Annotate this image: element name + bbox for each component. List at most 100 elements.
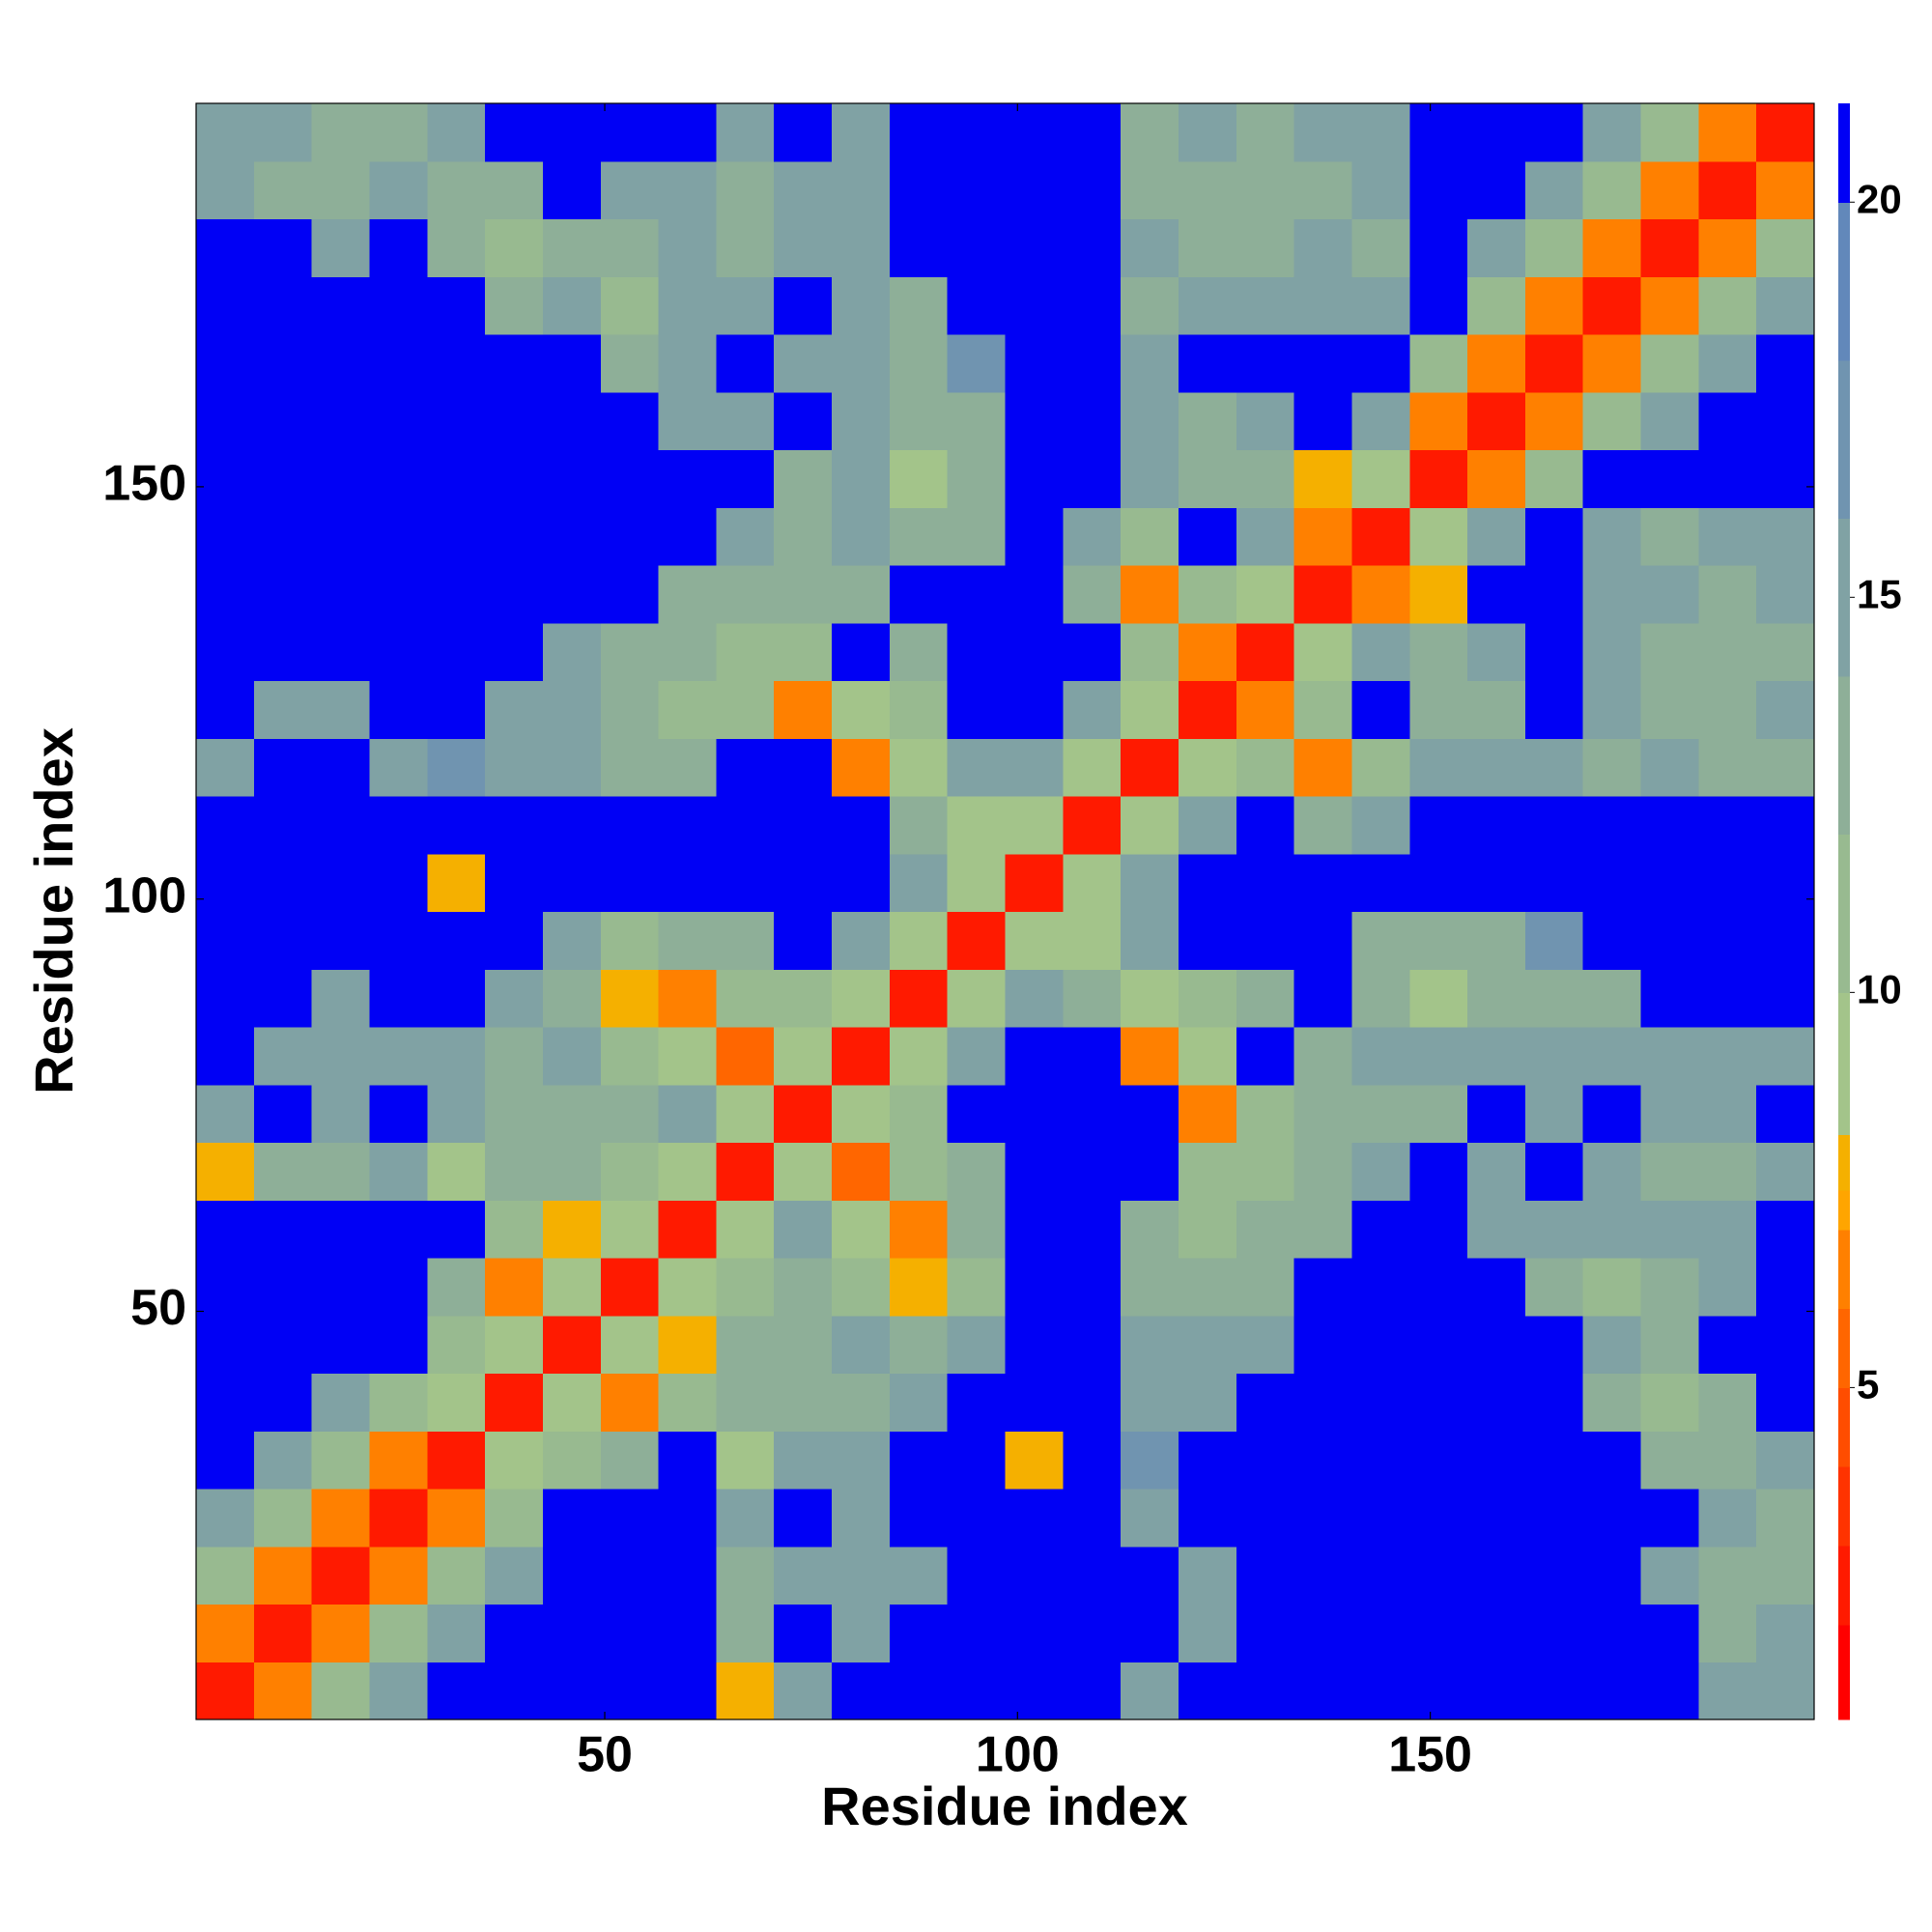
- heatmap-cell: [658, 1489, 717, 1548]
- heatmap-cell: [311, 334, 371, 393]
- heatmap-cell: [253, 738, 313, 797]
- heatmap-cell: [1467, 160, 1526, 220]
- heatmap-cell: [1005, 507, 1064, 566]
- heatmap-cell: [1698, 969, 1757, 1028]
- heatmap-cell: [1582, 449, 1642, 508]
- heatmap-cell: [253, 160, 313, 220]
- heatmap-cell: [1236, 334, 1295, 393]
- heatmap-cell: [196, 1027, 255, 1086]
- heatmap-cell: [947, 391, 1007, 451]
- heatmap-cell: [774, 391, 833, 451]
- heatmap-cell: [889, 622, 949, 682]
- heatmap-cell: [947, 507, 1007, 566]
- heatmap-cell: [658, 1142, 717, 1201]
- heatmap-cell: [427, 1258, 486, 1317]
- heatmap-cell: [1582, 1027, 1642, 1086]
- heatmap-cell: [600, 1200, 660, 1259]
- heatmap-cell: [889, 1546, 949, 1605]
- heatmap-cell: [832, 1604, 891, 1662]
- heatmap-cell: [485, 1431, 544, 1490]
- heatmap-cell: [774, 449, 833, 508]
- heatmap-cell: [427, 969, 486, 1028]
- heatmap-cell: [1524, 1662, 1584, 1720]
- heatmap-cell: [1640, 1084, 1699, 1144]
- heatmap-cell: [485, 103, 544, 162]
- heatmap-cell: [196, 680, 255, 739]
- heatmap-cell: [832, 276, 891, 335]
- heatmap-cell: [1005, 160, 1064, 220]
- heatmap-cell: [1236, 853, 1295, 913]
- heatmap-cell: [1236, 1200, 1295, 1259]
- heatmap-cell: [369, 1315, 428, 1375]
- heatmap-cell: [1351, 1027, 1410, 1086]
- heatmap-cell: [1524, 622, 1584, 682]
- heatmap-cell: [1236, 969, 1295, 1028]
- heatmap-cell: [600, 103, 660, 162]
- heatmap-cell: [485, 1489, 544, 1548]
- heatmap-cell: [542, 1142, 602, 1201]
- heatmap-cell: [1756, 565, 1815, 624]
- heatmap-cell: [1582, 1084, 1642, 1144]
- heatmap-cell: [485, 1546, 544, 1605]
- heatmap-cell: [1756, 449, 1815, 508]
- heatmap-cell: [832, 449, 891, 508]
- heatmap-cell: [196, 334, 255, 393]
- heatmap-cell: [1293, 1662, 1353, 1720]
- heatmap-cell: [253, 911, 313, 970]
- heatmap-cell: [1756, 218, 1815, 277]
- heatmap-cell: [1409, 1489, 1468, 1548]
- heatmap-cell: [1236, 1027, 1295, 1086]
- heatmap-cell: [1756, 1431, 1815, 1490]
- heatmap-cell: [1582, 1258, 1642, 1317]
- heatmap-cell: [485, 853, 544, 913]
- heatmap-cell: [542, 1431, 602, 1490]
- heatmap-cell: [889, 796, 949, 855]
- heatmap-cell: [1698, 565, 1757, 624]
- colorbar-band: [1838, 1134, 1850, 1191]
- heatmap-cell: [1698, 218, 1757, 277]
- heatmap-cell: [832, 911, 891, 970]
- heatmap-cell: [369, 969, 428, 1028]
- heatmap-cell: [1236, 1084, 1295, 1144]
- heatmap-cell: [1640, 796, 1699, 855]
- heatmap-cell: [311, 969, 371, 1028]
- heatmap-cell: [1524, 1315, 1584, 1375]
- colorbar-band: [1838, 1189, 1850, 1231]
- heatmap-cell: [1178, 1431, 1237, 1490]
- heatmap-cell: [658, 276, 717, 335]
- heatmap-cell: [1063, 738, 1122, 797]
- heatmap-cell: [1409, 449, 1468, 508]
- heatmap-cell: [369, 1200, 428, 1259]
- heatmap-cell: [542, 1027, 602, 1086]
- heatmap-cell: [311, 622, 371, 682]
- heatmap-cell: [600, 1604, 660, 1662]
- heatmap-cell: [1640, 103, 1699, 162]
- heatmap-cell: [1640, 680, 1699, 739]
- heatmap-cell: [542, 1258, 602, 1317]
- heatmap-cell: [1121, 1546, 1179, 1605]
- heatmap-cell: [1698, 1258, 1757, 1317]
- heatmap-cell: [832, 391, 891, 451]
- heatmap-cell: [1756, 391, 1815, 451]
- heatmap-cell: [311, 1200, 371, 1259]
- heatmap-cell: [1063, 1084, 1122, 1144]
- heatmap-cell: [1005, 1604, 1064, 1662]
- heatmap-cell: [1236, 1258, 1295, 1317]
- heatmap-cell: [832, 1315, 891, 1375]
- heatmap-cell: [196, 276, 255, 335]
- heatmap-cell: [1005, 796, 1064, 855]
- heatmap-cell: [1582, 622, 1642, 682]
- heatmap-cell: [1063, 1662, 1122, 1720]
- heatmap-cell: [196, 1200, 255, 1259]
- heatmap-cell: [369, 507, 428, 566]
- heatmap-cell: [1582, 911, 1642, 970]
- heatmap-cell: [600, 218, 660, 277]
- heatmap-cell: [369, 1546, 428, 1605]
- heatmap-cell: [889, 276, 949, 335]
- heatmap-cell: [658, 1662, 717, 1720]
- heatmap-cell: [1178, 1373, 1237, 1432]
- heatmap-cell: [311, 1142, 371, 1201]
- heatmap-cell: [1178, 1200, 1237, 1259]
- heatmap-cell: [1467, 1315, 1526, 1375]
- heatmap-cell: [311, 1662, 371, 1720]
